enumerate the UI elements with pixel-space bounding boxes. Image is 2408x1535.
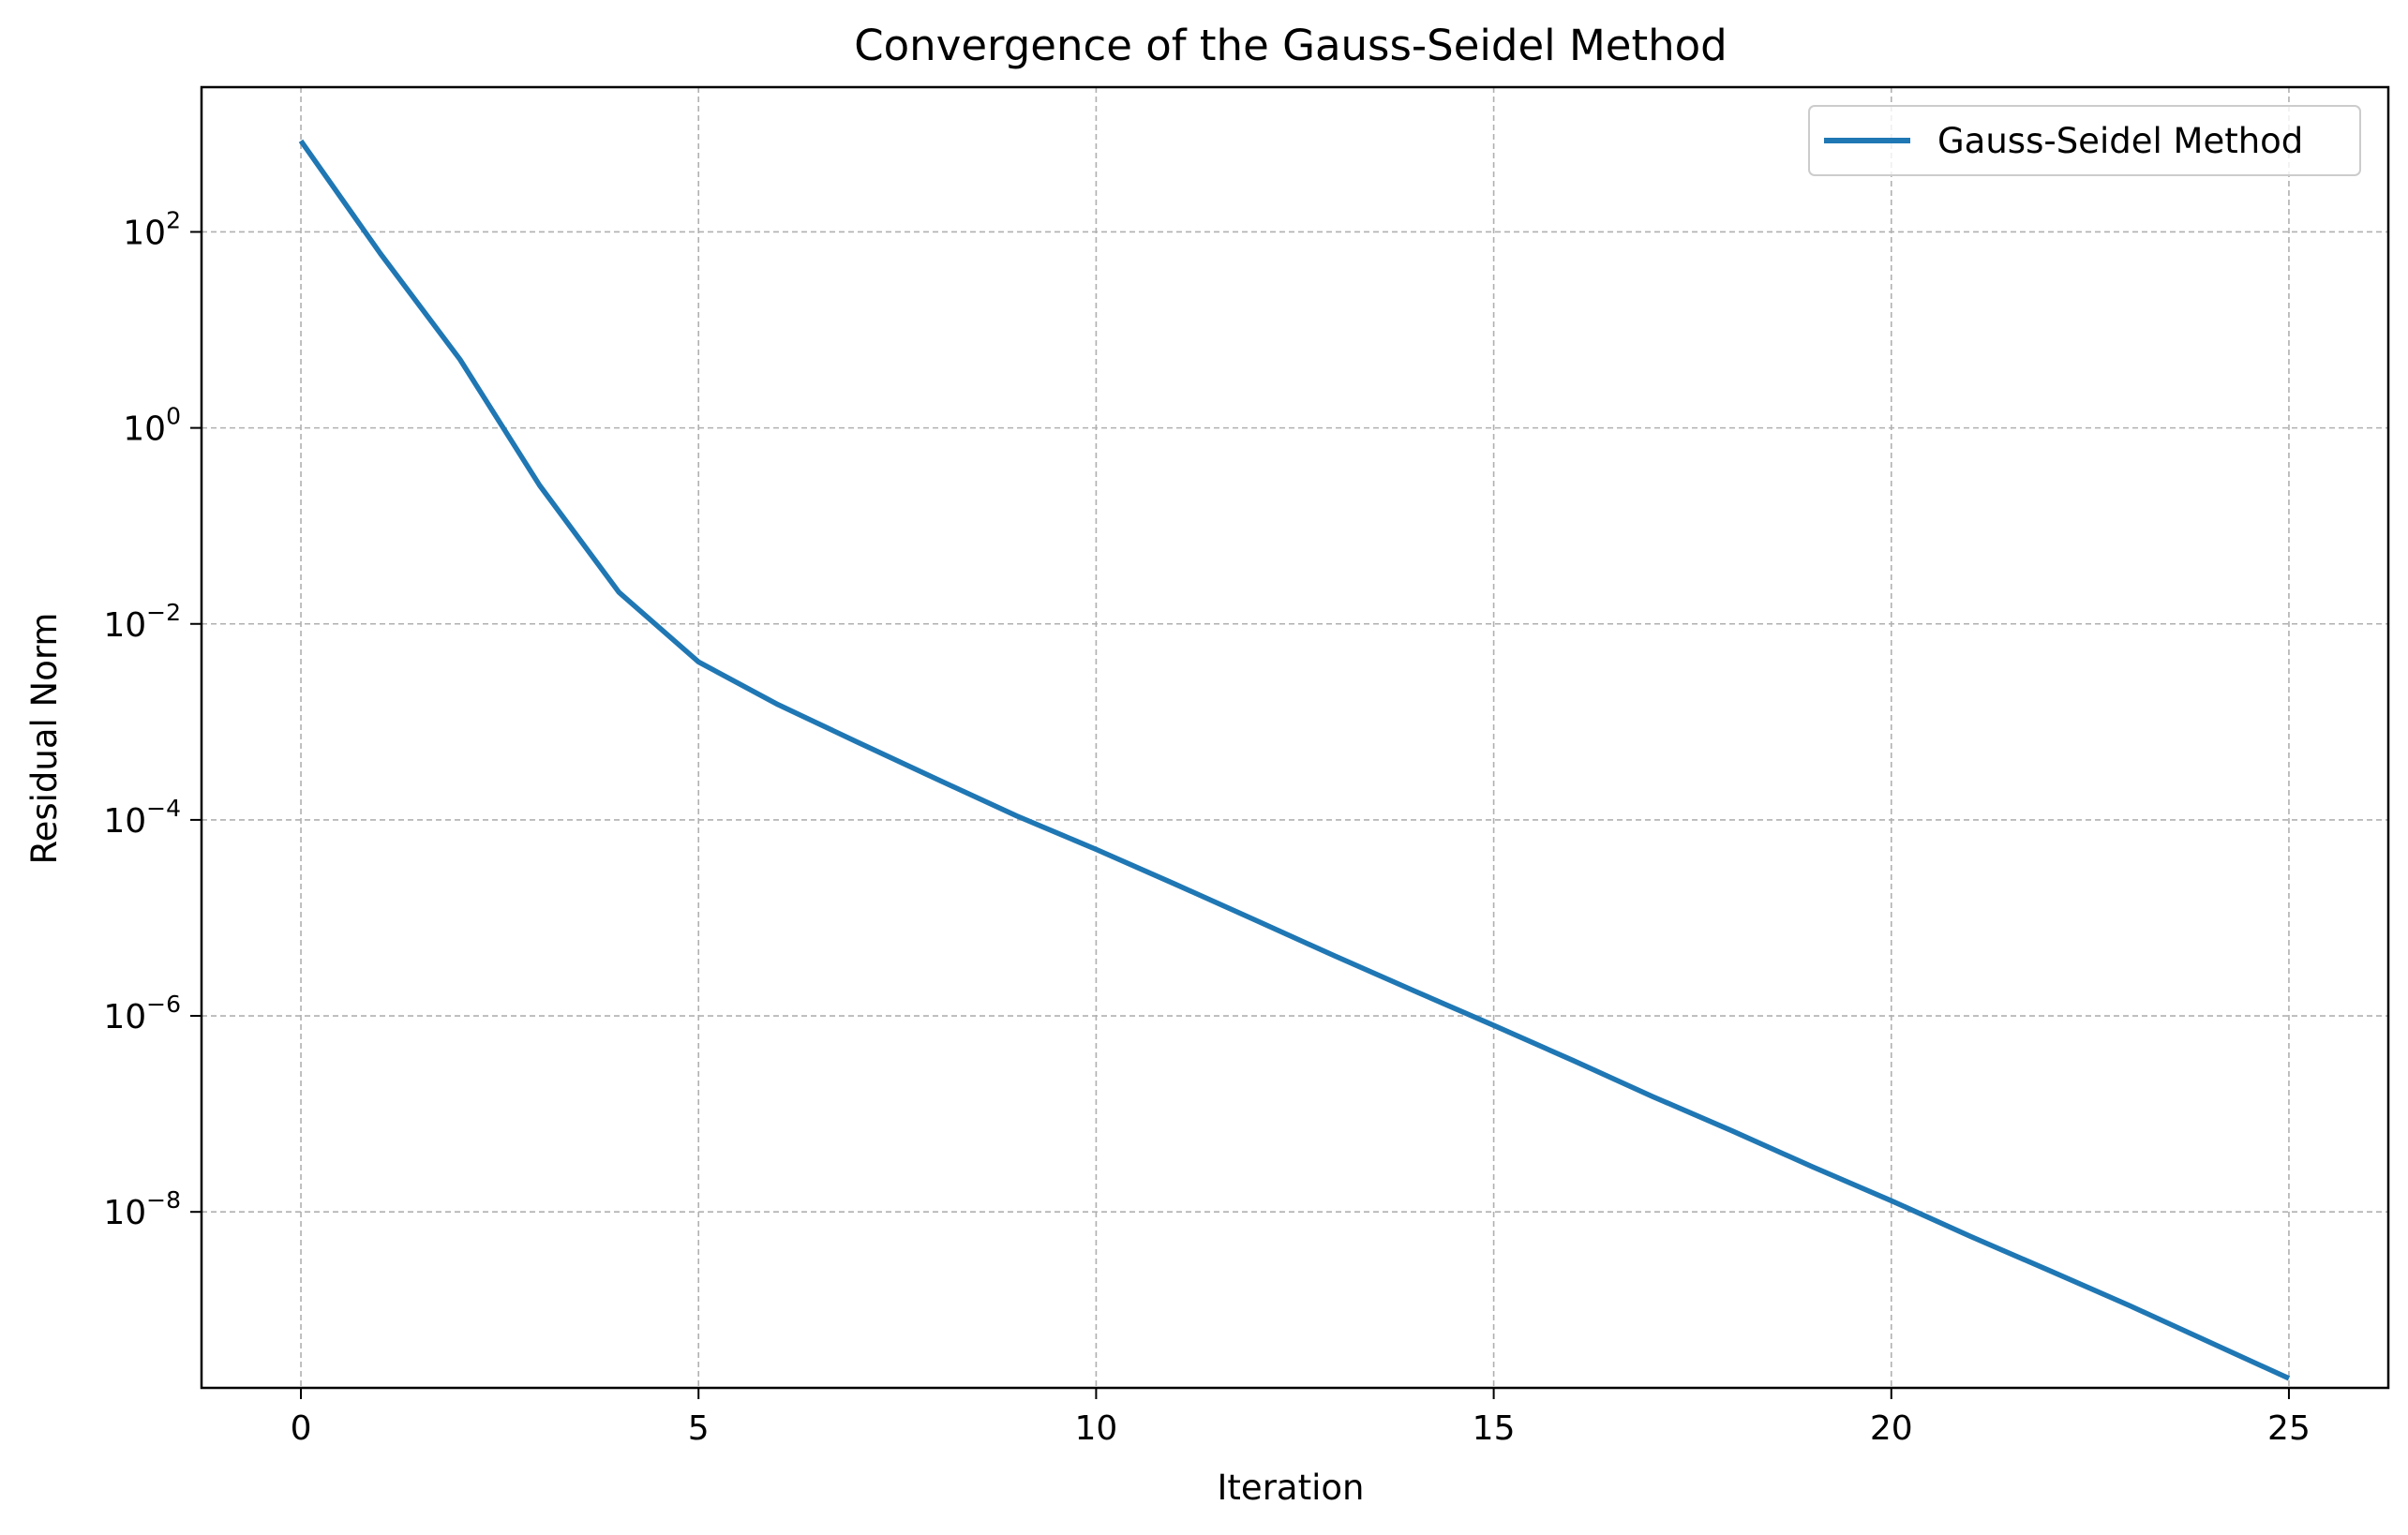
y-tick-exponent: 2 [166,206,181,233]
y-tick-base: 10 [103,606,146,645]
y-tick-exponent: 0 [166,403,181,430]
x-tick-label: 10 [1075,1409,1118,1448]
y-tick-base: 10 [103,802,146,841]
x-tick-label: 25 [2267,1409,2311,1448]
x-axis-label: Iteration [1218,1468,1365,1508]
y-tick-base: 10 [103,1194,146,1232]
y-tick-label: 10−4 [103,795,181,841]
grid [202,87,2388,1388]
y-tick-exponent: −8 [146,1186,181,1214]
y-tick-label: 100 [123,403,181,449]
series-line [298,139,2291,1381]
x-tick-label: 20 [1870,1409,1913,1448]
legend-box [1808,105,2361,176]
legend: Gauss-Seidel Method [1808,105,2361,176]
plot-area-frame [200,85,2390,1390]
chart-title: Convergence of the Gauss-Seidel Method [854,21,1727,70]
y-tick-label: 10−2 [103,599,181,645]
y-tick-label: 10−6 [103,991,181,1036]
series-layer [298,139,2291,1381]
y-axis-label: Residual Norm [24,613,65,865]
y-tick-exponent: −2 [146,599,181,626]
y-tick-base: 10 [123,410,166,449]
y-tick-base: 10 [103,998,146,1036]
y-tick-label: 10−8 [103,1186,181,1232]
y-tick-exponent: −6 [146,991,181,1018]
legend-label: Gauss-Seidel Method [1937,121,2303,161]
y-tick-exponent: −4 [146,795,181,822]
x-tick-label: 0 [291,1409,312,1448]
y-tick-label: 102 [123,206,181,252]
x-tick-label: 15 [1473,1409,1516,1448]
y-tick-base: 10 [123,214,166,252]
x-tick-label: 5 [688,1409,710,1448]
